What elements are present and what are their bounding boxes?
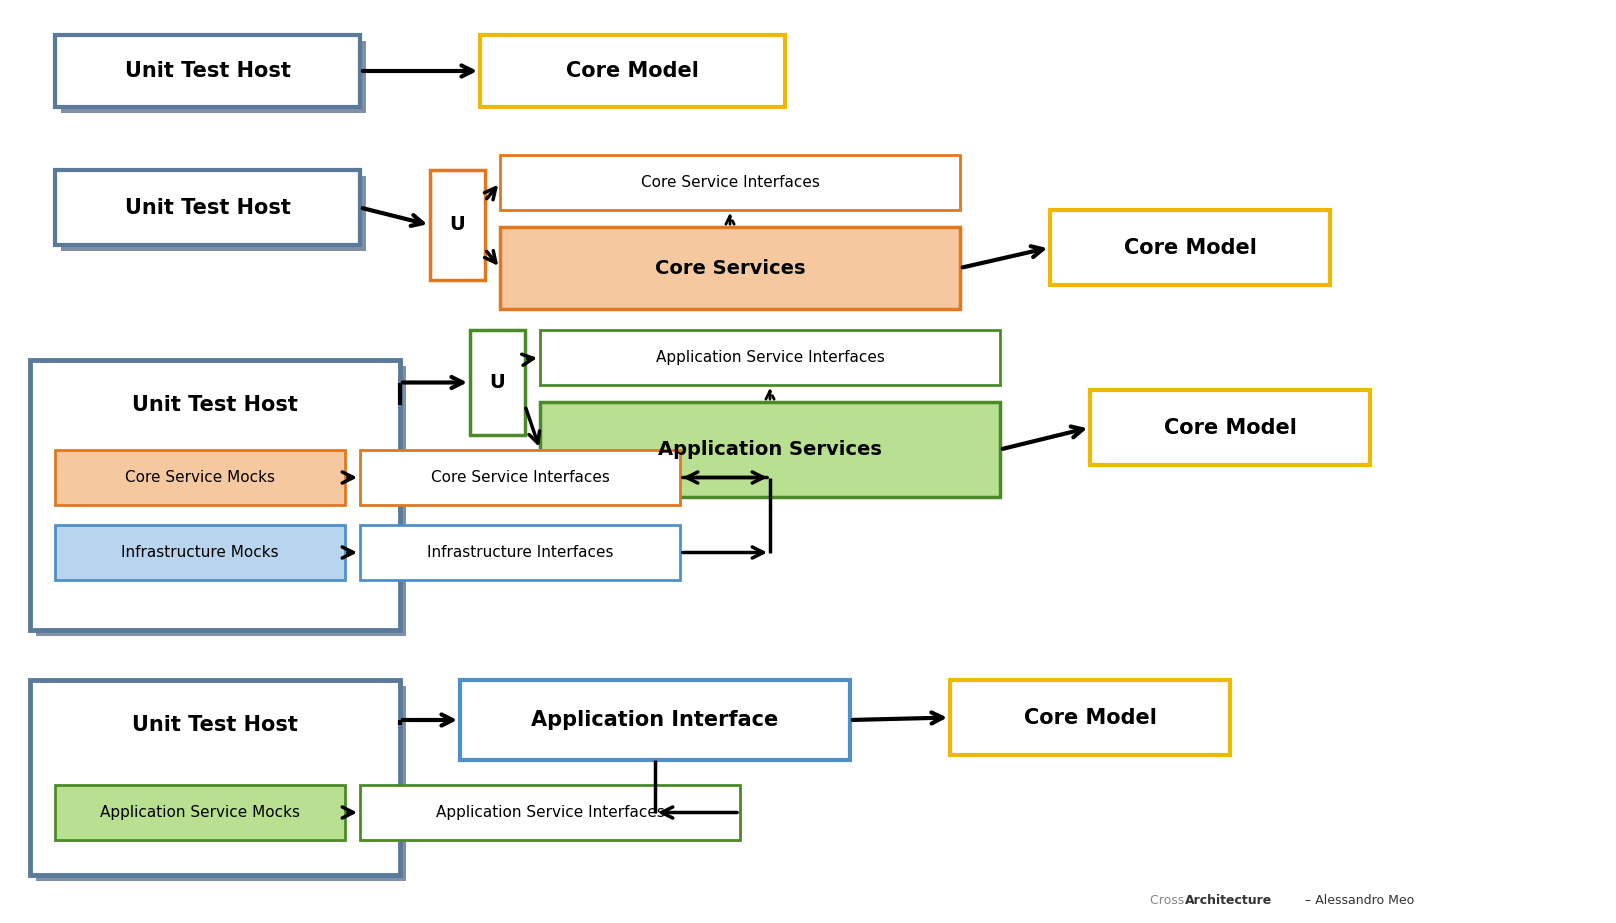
Text: Cross: Cross [1151,893,1188,906]
Bar [480,35,785,107]
Bar [470,330,525,435]
Bar [61,176,365,251]
Bar [55,35,360,107]
Text: Core Model: Core Model [1123,237,1256,258]
Text: Infrastructure Interfaces: Infrastructure Interfaces [427,545,612,560]
Bar [36,686,406,881]
Bar [540,402,1000,497]
Bar [499,155,960,210]
Text: Application Service Mocks: Application Service Mocks [100,805,301,820]
Bar [1050,210,1330,285]
Text: Core Service Interfaces: Core Service Interfaces [640,175,819,190]
Text: Unit Test Host: Unit Test Host [133,715,297,735]
Text: Unit Test Host: Unit Test Host [133,395,297,415]
Bar [31,360,401,630]
Text: Core Model: Core Model [1164,417,1296,438]
Bar [36,366,406,636]
Text: Application Interface: Application Interface [532,710,779,730]
Text: U: U [490,373,506,392]
Text: Core Service Interfaces: Core Service Interfaces [430,470,609,485]
Text: Core Model: Core Model [566,61,700,81]
Text: Infrastructure Mocks: Infrastructure Mocks [121,545,280,560]
Bar [55,525,344,580]
Bar [360,785,740,840]
Text: Core Model: Core Model [1023,708,1157,727]
Bar [360,450,680,505]
Bar [360,525,680,580]
Bar [499,227,960,309]
Bar [55,450,344,505]
Text: Application Service Interfaces: Application Service Interfaces [436,805,664,820]
Bar [540,330,1000,385]
Text: – Alessandro Meo: – Alessandro Meo [1306,893,1414,906]
Bar [461,680,850,760]
Bar [55,170,360,245]
Text: Core Services: Core Services [654,258,805,278]
Bar [61,41,365,113]
Text: Unit Test Host: Unit Test Host [124,198,291,218]
Text: Application Services: Application Services [658,440,882,459]
Bar [1091,390,1370,465]
Text: Architecture: Architecture [1185,893,1272,906]
Text: Core Service Mocks: Core Service Mocks [124,470,275,485]
Bar [430,170,485,280]
Text: Unit Test Host: Unit Test Host [124,61,291,81]
Text: U: U [449,215,465,234]
Bar [31,680,401,875]
Bar [55,785,344,840]
Text: Application Service Interfaces: Application Service Interfaces [656,350,884,365]
Bar [950,680,1230,755]
